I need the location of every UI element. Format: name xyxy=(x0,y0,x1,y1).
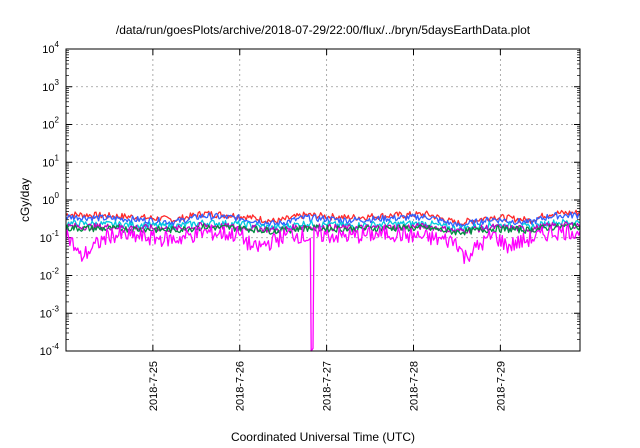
y-tick-label: 102 xyxy=(42,116,59,132)
series-group xyxy=(65,209,581,352)
y-tick-exponent: 3 xyxy=(55,78,60,87)
y-tick-exponent: -4 xyxy=(52,342,60,351)
y-tick-exponent: 4 xyxy=(55,40,60,49)
y-tick-exponent: 2 xyxy=(55,116,60,125)
y-tick-label: 104 xyxy=(42,40,59,56)
series-line-6 xyxy=(65,224,581,352)
plot-frame xyxy=(65,48,581,352)
x-tick-label: 2018-7-26 xyxy=(235,361,247,411)
y-tick-label: 103 xyxy=(42,78,59,94)
x-axis-label: Coordinated Universal Time (UTC) xyxy=(231,430,415,444)
series-line-2 xyxy=(65,211,581,228)
y-tick-label: 10-1 xyxy=(40,229,60,245)
y-tick-label: 101 xyxy=(42,153,59,169)
x-tick-labels: 2018-7-25 2018-7-26 2018-7-27 2018-7-28 2018… xyxy=(148,361,507,411)
y-tick-exponent: -3 xyxy=(52,304,60,313)
y-axis-label: cGy/day xyxy=(18,178,32,222)
x-tick-label: 2018-7-25 xyxy=(148,361,160,411)
y-tick-label: 10-2 xyxy=(40,267,60,283)
y-tick-label: 10-3 xyxy=(40,304,60,320)
series-line-4 xyxy=(65,221,581,234)
y-tick-exponent: -1 xyxy=(52,229,60,238)
y-tick-exponent: -2 xyxy=(52,267,60,276)
y-tick-exponent: 0 xyxy=(55,191,60,200)
grid xyxy=(66,48,580,352)
chart-title: /data/run/goesPlots/archive/2018-07-29/2… xyxy=(116,23,531,37)
y-tick-label: 100 xyxy=(42,191,59,207)
y-tick-label: 10-4 xyxy=(40,342,60,358)
x-tick-label: 2018-7-28 xyxy=(408,361,420,411)
x-tick-label: 2018-7-27 xyxy=(322,361,334,411)
y-tick-exponent: 1 xyxy=(55,153,60,162)
x-tick-label: 2018-7-29 xyxy=(495,361,507,411)
